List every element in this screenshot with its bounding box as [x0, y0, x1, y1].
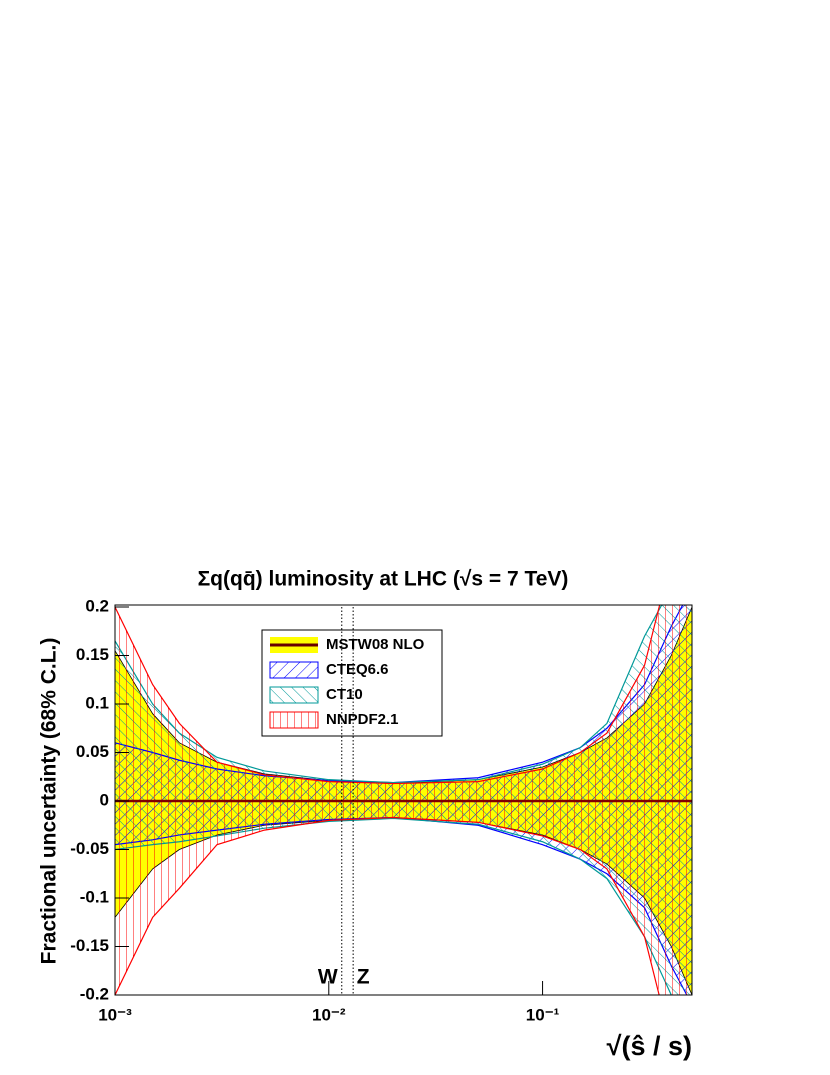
y-tick-label: 0.15 — [76, 645, 109, 664]
chart-title: Σq(qq̄) luminosity at LHC (√s = 7 TeV) — [198, 568, 569, 591]
y-tick-label: -0.05 — [70, 839, 109, 858]
annotation-label: Z — [357, 966, 370, 989]
x-tick-label: 10⁻¹ — [526, 1005, 560, 1024]
legend-label: MSTW08 NLO — [326, 636, 425, 653]
legend-label: CTEQ6.6 — [326, 661, 389, 678]
legend-label: NNPDF2.1 — [326, 711, 399, 728]
x-axis-label: √(ŝ / s) — [607, 1031, 692, 1061]
band-lower — [115, 816, 660, 995]
y-tick-label: 0.1 — [85, 693, 109, 712]
legend-label: CT10 — [326, 686, 363, 703]
overlay: MSTW08 NLO CTEQ6.6 CT10 NNPDF2.1 — [269, 636, 425, 729]
plot-area — [115, 605, 692, 995]
y-tick-label: 0.2 — [85, 596, 109, 615]
legend-swatch — [269, 661, 319, 679]
x-tick-label: 10⁻³ — [98, 1005, 132, 1024]
frame — [114, 604, 693, 996]
y-tick-label: -0.2 — [80, 984, 109, 1003]
legend-swatch — [269, 686, 319, 704]
y-tick-label: 0 — [100, 790, 109, 809]
y-tick-label: 0.05 — [76, 742, 109, 761]
y-axis-label: Fractional uncertainty (68% C.L.) — [38, 638, 61, 965]
annotation-label: W — [318, 966, 338, 989]
x-tick-label: 10⁻² — [312, 1005, 346, 1024]
y-tick-label: -0.1 — [80, 887, 109, 906]
legend-swatch — [269, 711, 319, 729]
y-tick-label: -0.15 — [70, 936, 109, 955]
band-upper — [115, 605, 661, 785]
band-fill — [115, 605, 692, 995]
